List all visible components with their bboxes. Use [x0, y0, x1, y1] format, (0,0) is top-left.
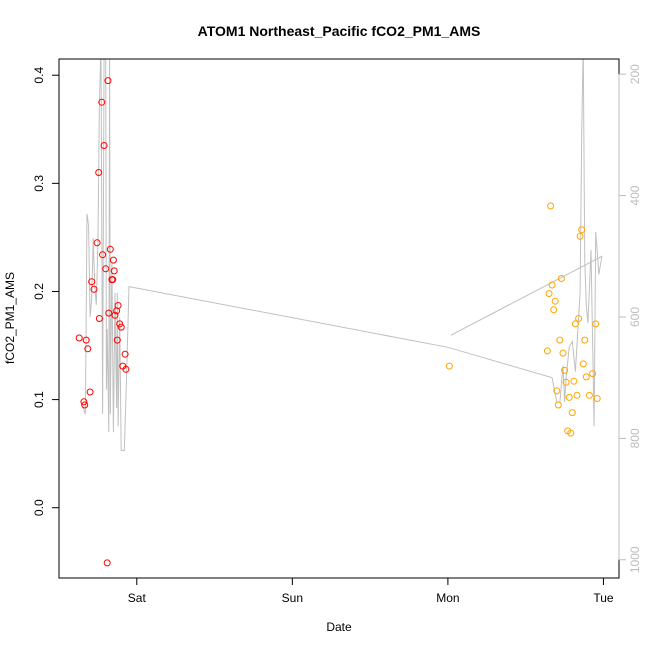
- data-point-orange: [548, 281, 556, 289]
- data-point-red: [102, 265, 110, 273]
- right-y-tick-label: 800: [628, 428, 642, 448]
- x-axis-title: Date: [326, 620, 352, 634]
- data-point-orange: [561, 366, 569, 374]
- data-point-red: [104, 77, 112, 85]
- data-point-orange: [582, 373, 590, 381]
- data-point-red: [98, 98, 106, 106]
- data-point-red: [116, 320, 124, 328]
- y-tick-label: 0.2: [32, 283, 46, 300]
- data-point-orange: [543, 347, 551, 355]
- y-tick-label: 0.1: [32, 391, 46, 408]
- data-point-red: [117, 323, 125, 331]
- data-point-red: [84, 345, 92, 353]
- data-point-red: [90, 285, 98, 293]
- y-tick-label: 0.0: [32, 499, 46, 516]
- data-point-red: [114, 302, 122, 309]
- data-point-orange: [565, 393, 573, 401]
- data-point-red: [75, 334, 83, 342]
- data-point-orange: [547, 202, 555, 210]
- data-point-orange: [578, 226, 586, 234]
- right-y-tick-label: 200: [628, 64, 642, 84]
- data-point-red: [122, 365, 130, 373]
- x-tick-label: Sun: [282, 591, 303, 605]
- secondary-series-line: [82, 59, 603, 451]
- data-point-orange: [550, 306, 558, 314]
- data-point-red: [81, 401, 89, 409]
- data-point-orange: [589, 370, 597, 378]
- data-point-red: [109, 276, 117, 284]
- y-tick-label: 0.3: [32, 175, 46, 192]
- data-point-orange: [593, 395, 601, 402]
- data-point-red: [93, 239, 101, 247]
- right-y-tick-label: 400: [628, 185, 642, 205]
- data-point-red: [80, 398, 88, 406]
- data-point-red: [106, 245, 114, 253]
- data-point-orange: [545, 290, 553, 298]
- data-point-orange: [573, 391, 581, 399]
- y-tick-label: 0.4: [32, 67, 46, 84]
- data-point-orange: [585, 391, 593, 399]
- data-point-red: [121, 350, 129, 358]
- plot-area: Sat Sun Mon Tue 0.0 0.1 0.2 0.3 0.4 200 400 600 800 1…: [32, 58, 642, 605]
- data-point-red: [109, 256, 117, 264]
- data-point-orange: [575, 315, 583, 322]
- x-tick-label: Sat: [128, 591, 147, 605]
- data-point-red: [103, 559, 111, 567]
- data-point-red: [111, 311, 119, 319]
- data-point-red: [110, 267, 118, 275]
- x-tick-label: Mon: [436, 591, 459, 605]
- data-point-orange: [592, 320, 600, 328]
- data-point-red: [100, 142, 108, 149]
- right-y-tick-label: 1000: [628, 546, 642, 573]
- data-point-orange: [576, 232, 584, 240]
- data-point-red: [113, 336, 121, 344]
- data-point-orange: [571, 320, 579, 328]
- data-point-red: [86, 388, 94, 396]
- data-point-orange: [445, 362, 453, 370]
- data-point-red: [105, 309, 113, 317]
- data-point-orange: [579, 360, 587, 368]
- data-point-orange: [556, 336, 564, 344]
- data-point-orange: [551, 297, 559, 305]
- data-point-orange: [567, 429, 575, 437]
- y-axis-title: fCO2_PM1_AMS: [3, 272, 17, 364]
- right-y-tick-label: 600: [628, 307, 642, 327]
- data-point-red: [95, 169, 103, 176]
- data-point-red: [99, 251, 107, 259]
- data-point-orange: [581, 336, 589, 344]
- chart-title: ATOM1 Northeast_Pacific fCO2_PM1_AMS: [198, 23, 481, 39]
- data-point-orange: [570, 377, 578, 385]
- data-point-red: [88, 278, 96, 286]
- data-point-orange: [562, 378, 570, 386]
- data-point-orange: [559, 349, 567, 357]
- data-point-red: [95, 315, 103, 322]
- x-tick-label: Tue: [593, 591, 614, 605]
- data-point-red: [82, 336, 90, 344]
- data-point-orange: [557, 275, 565, 282]
- data-point-orange: [553, 387, 561, 395]
- data-point-orange: [568, 409, 576, 417]
- data-point-orange: [554, 401, 562, 409]
